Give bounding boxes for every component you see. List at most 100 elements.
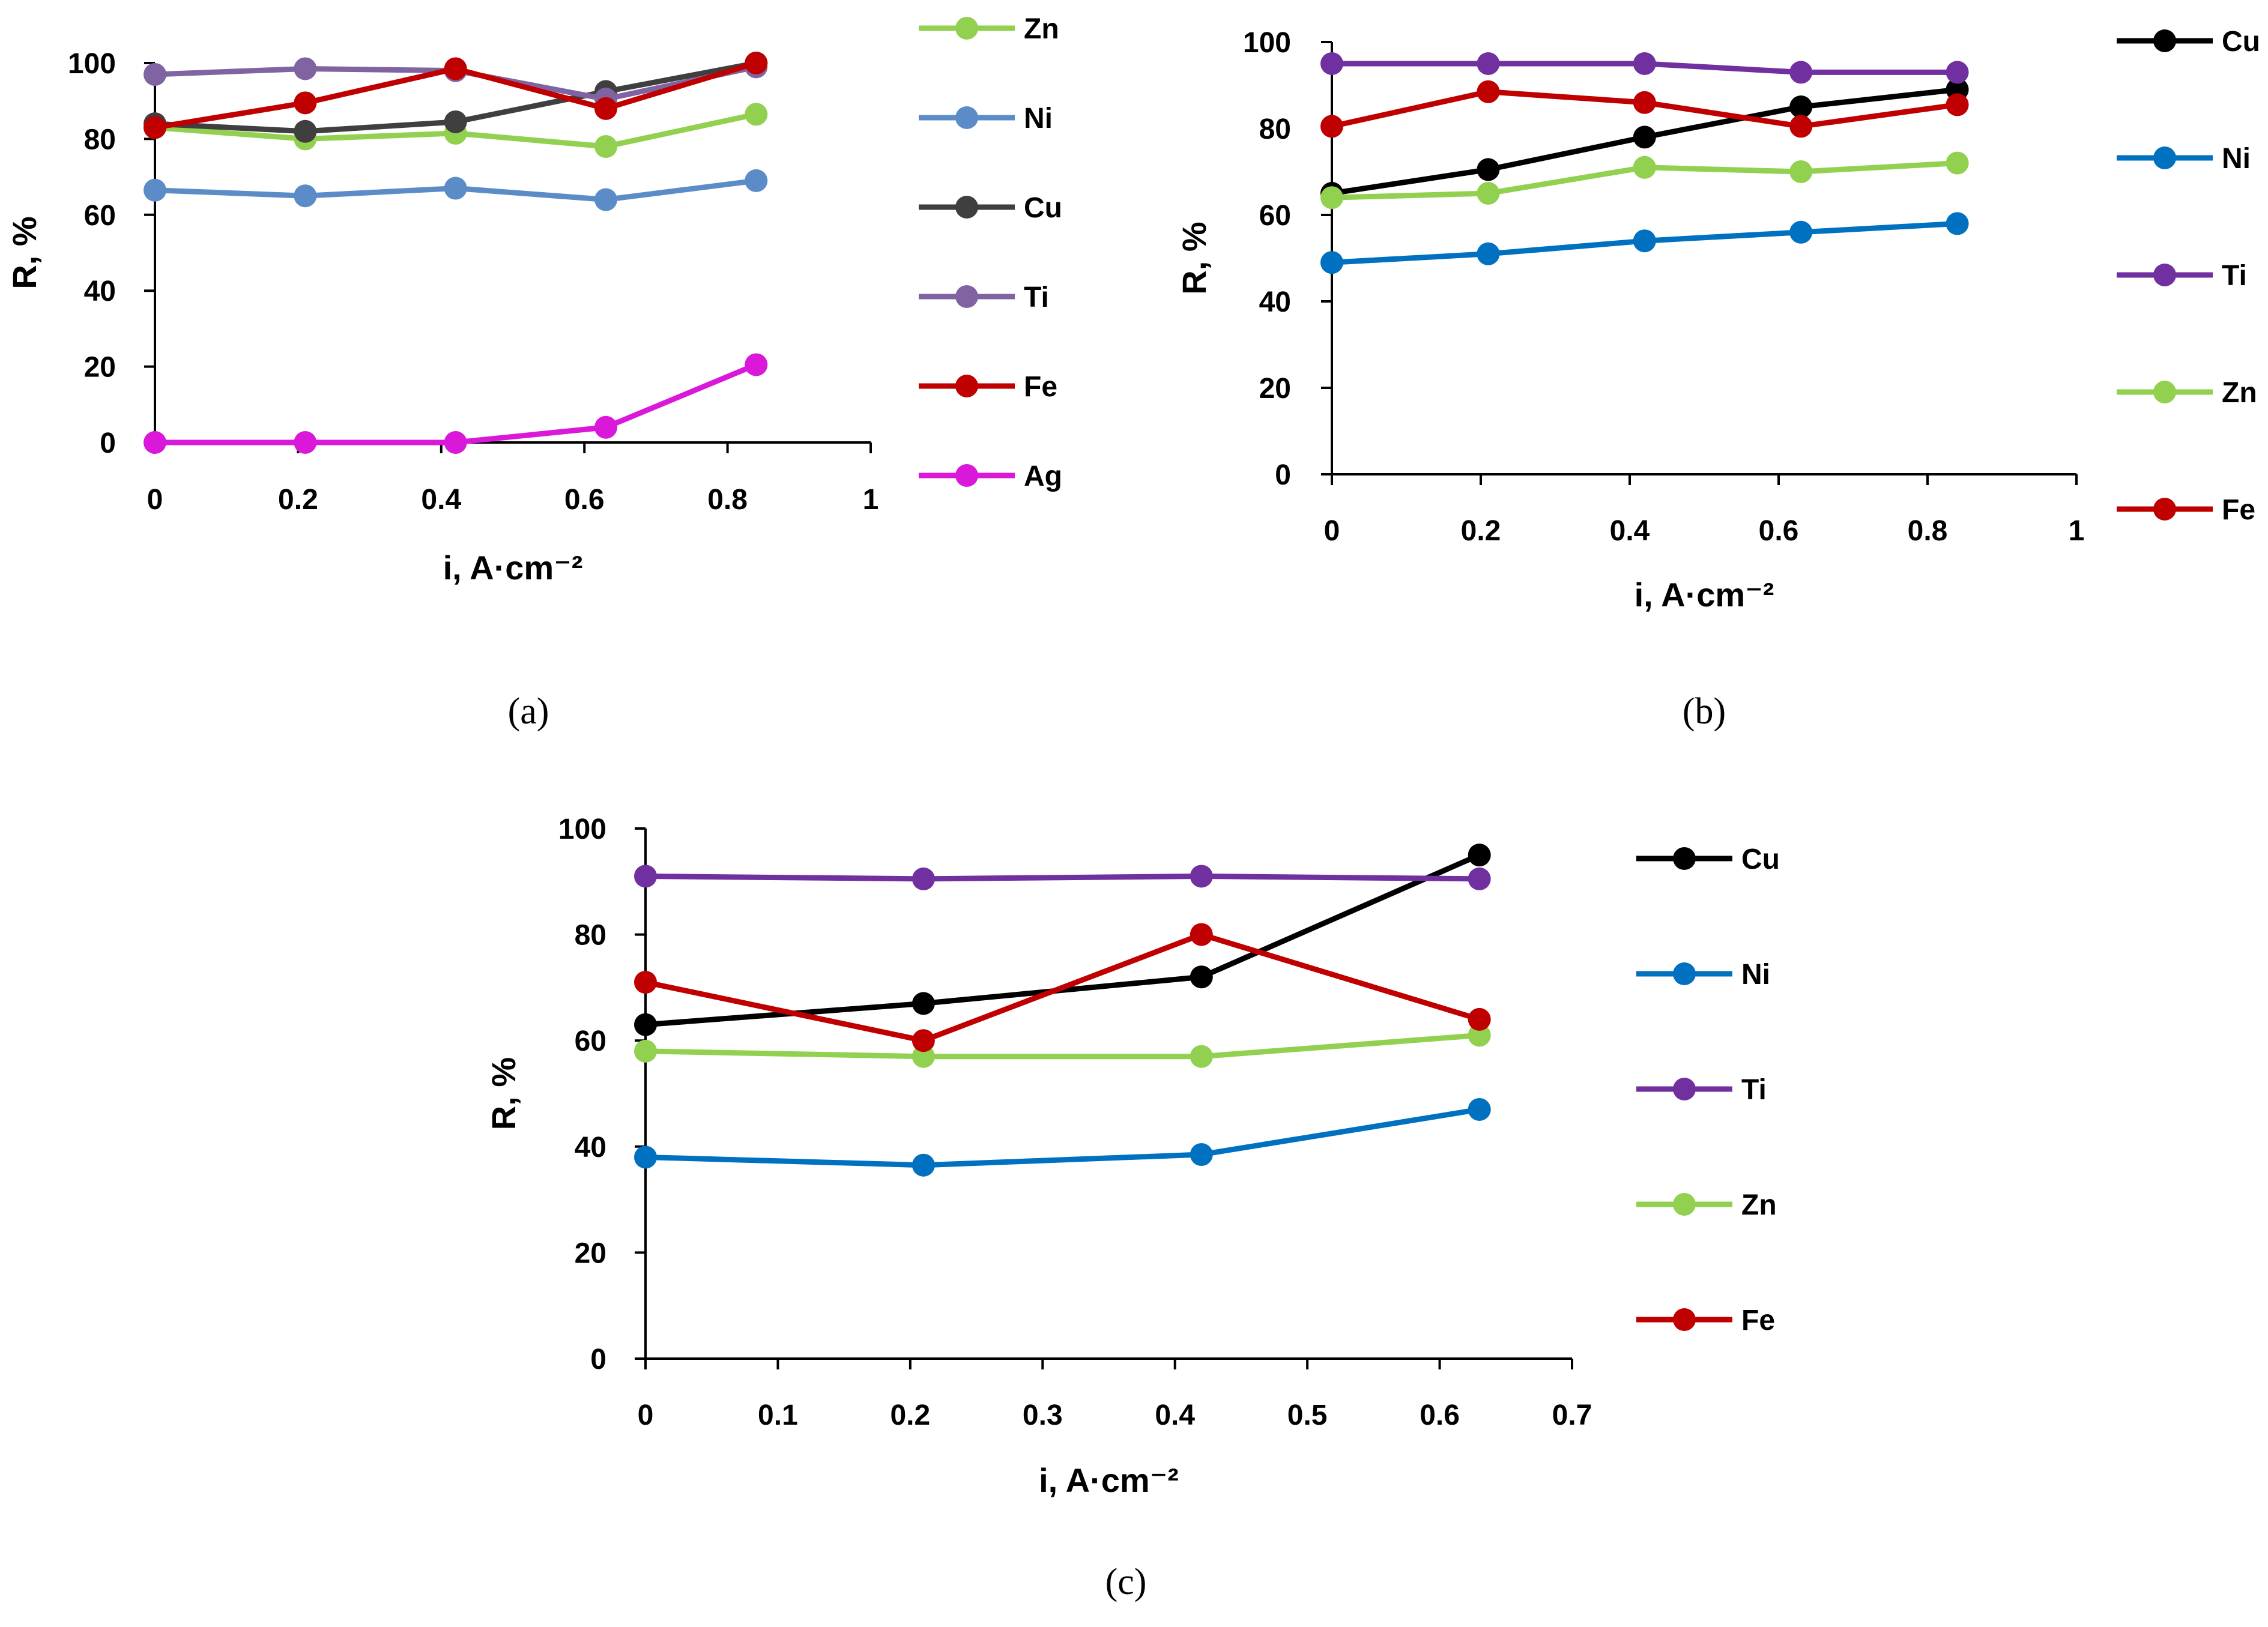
data-point-ti <box>1946 61 1969 84</box>
x-tick-label: 0.4 <box>1610 515 1650 547</box>
series-line-cu <box>645 853 1481 1028</box>
legend-marker <box>955 464 978 487</box>
legend-entry-zn: Zn <box>1636 1189 1777 1221</box>
data-point-ni <box>444 177 467 200</box>
data-point-fe <box>1789 115 1813 138</box>
legend-marker <box>955 196 978 219</box>
legend-marker <box>2153 29 2176 52</box>
data-point-cu <box>294 119 317 143</box>
y-tick-label: 80 <box>1259 113 1291 145</box>
data-point-fe <box>912 1029 935 1052</box>
data-point-zn <box>1190 1045 1213 1068</box>
data-point-zn <box>634 1039 657 1063</box>
legend-marker <box>1673 962 1696 985</box>
series-fe <box>144 52 768 139</box>
legend-entry-fe: Fe <box>2117 494 2255 526</box>
data-point-ag <box>594 415 617 439</box>
legend-label: Ni <box>1024 103 1053 134</box>
x-tick-label: 0.6 <box>564 484 605 516</box>
data-point-ti <box>144 62 166 86</box>
data-point-ti <box>1468 867 1491 890</box>
legend-marker <box>955 106 978 129</box>
x-tick-label: 0.6 <box>1759 515 1799 547</box>
legend-label: Zn <box>1741 1189 1777 1221</box>
series-ti <box>1320 52 1969 84</box>
data-point-ti <box>1633 52 1656 75</box>
series-ni <box>634 1097 1491 1177</box>
series-line-fe <box>645 932 1481 1043</box>
chart-b: 0 0.2 0.4 0.6 0.8 1 0 20 40 60 80 100 i, A·cm⁻² R, % C… <box>1175 26 2260 614</box>
legend-label: Cu <box>2222 26 2260 58</box>
x-tick-label: 0.4 <box>421 484 461 516</box>
x-tick-label: 0.6 <box>1420 1399 1460 1431</box>
series-zn <box>1320 151 1969 210</box>
y-tick-label: 0 <box>590 1344 606 1375</box>
y-tick-label: 20 <box>84 352 116 384</box>
data-point-fe <box>1468 1007 1491 1031</box>
legend-label: Ni <box>2222 143 2251 175</box>
legend-label: Cu <box>1741 844 1780 875</box>
data-point-fe <box>144 116 166 139</box>
data-point-cu <box>1190 965 1213 989</box>
legend-label: Zn <box>2222 377 2257 409</box>
y-tick-label: 100 <box>558 814 606 845</box>
data-point-ag <box>144 431 166 454</box>
series-line-ti <box>645 873 1480 882</box>
x-tick-label: 0.3 <box>1023 1399 1063 1431</box>
data-point-zn <box>1477 182 1500 205</box>
x-tick-label: 0.5 <box>1287 1399 1328 1431</box>
data-point-zn <box>1633 155 1656 179</box>
data-point-ni <box>912 1153 935 1177</box>
data-point-ti <box>1789 61 1813 84</box>
data-point-ni <box>1468 1097 1491 1121</box>
x-tick-label: 1 <box>863 484 879 516</box>
data-point-ni <box>1633 229 1656 253</box>
data-point-zn <box>1468 1024 1491 1047</box>
x-tick-label: 0.1 <box>758 1399 798 1431</box>
data-point-fe <box>1946 93 1969 116</box>
data-point-ti <box>1190 865 1213 888</box>
x-axis-label: i, A·cm⁻² <box>1634 576 1774 614</box>
y-tick-label: 40 <box>1259 286 1291 318</box>
chart-c: 0 0.1 0.2 0.3 0.4 0.5 0.6 0.7 0 20 40 60 80 100 i, A·c… <box>485 814 1780 1499</box>
data-point-ag <box>294 431 317 454</box>
data-point-ti <box>1320 52 1343 75</box>
series-line-ni <box>645 1106 1480 1168</box>
x-tick-label: 1 <box>2069 515 2085 547</box>
legend-label: Zn <box>1024 13 1059 45</box>
y-axis-label: R, % <box>5 216 43 289</box>
legend-entry-zn: Zn <box>919 13 1059 45</box>
data-point-fe <box>1190 923 1213 946</box>
y-tick-label: 100 <box>68 48 116 80</box>
data-point-ni <box>1946 212 1969 235</box>
legend-entry-ti: Ti <box>1636 1074 1767 1106</box>
x-tick-label: 0.8 <box>707 484 748 516</box>
data-point-fe <box>634 971 657 994</box>
legend-marker <box>2153 498 2176 521</box>
y-axis-label: R, % <box>1175 222 1213 294</box>
legend-marker <box>1673 1078 1696 1100</box>
legend-entry-cu: Cu <box>1636 844 1780 875</box>
legend-label: Ni <box>1741 959 1770 991</box>
y-tick-label: 60 <box>84 200 116 232</box>
data-point-fe <box>745 52 768 74</box>
legend-label: Ti <box>2222 260 2247 292</box>
data-point-ni <box>1190 1143 1213 1167</box>
legend-marker <box>2153 146 2176 169</box>
data-point-cu <box>444 110 467 133</box>
data-point-ni <box>1320 251 1343 274</box>
data-point-zn <box>912 1045 935 1068</box>
legend-label: Ag <box>1024 460 1062 492</box>
legend-marker <box>1673 847 1696 870</box>
y-tick-label: 80 <box>84 124 116 155</box>
x-tick-label: 0 <box>638 1399 654 1431</box>
legend-marker <box>955 375 978 397</box>
legend-entry-cu: Cu <box>919 192 1062 224</box>
y-tick-label: 20 <box>1259 373 1291 405</box>
data-point-ni <box>594 188 617 211</box>
data-point-ag <box>745 353 768 376</box>
y-tick-label: 0 <box>100 427 116 459</box>
x-tick-label: 0.2 <box>278 484 318 516</box>
y-tick-label: 100 <box>1243 27 1291 59</box>
